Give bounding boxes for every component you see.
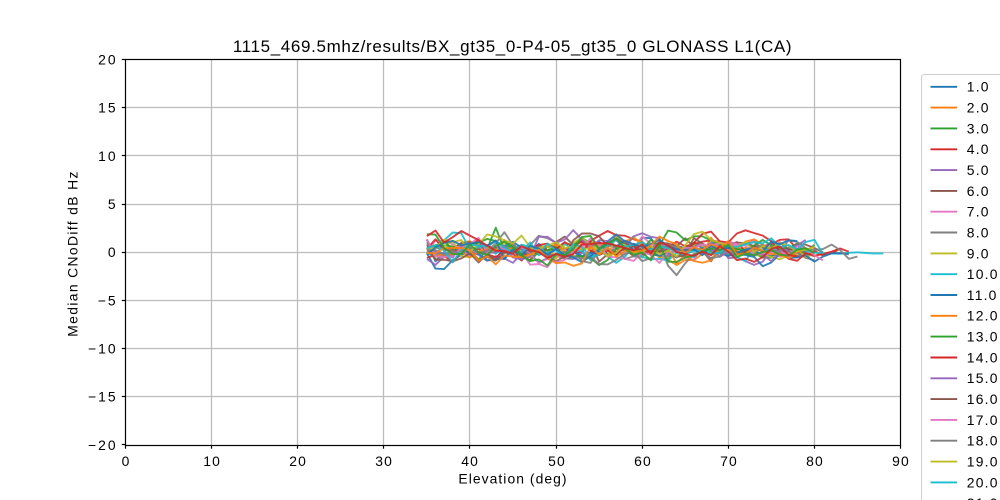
svg-text:20: 20 [289, 453, 307, 469]
svg-text:13.0: 13.0 [967, 329, 999, 345]
svg-text:6.0: 6.0 [967, 183, 990, 199]
svg-text:Elevation (deg): Elevation (deg) [458, 471, 567, 487]
svg-text:8.0: 8.0 [967, 224, 990, 240]
svg-text:18.0: 18.0 [967, 433, 999, 449]
svg-text:40: 40 [461, 453, 479, 469]
svg-text:−15: −15 [88, 389, 118, 405]
svg-text:10.0: 10.0 [967, 266, 999, 282]
svg-text:0: 0 [122, 453, 131, 469]
svg-text:21.0: 21.0 [967, 495, 999, 500]
svg-text:20: 20 [98, 51, 117, 67]
svg-text:50: 50 [548, 453, 566, 469]
svg-text:−5: −5 [98, 292, 118, 308]
svg-text:15.0: 15.0 [967, 370, 999, 386]
svg-text:5: 5 [108, 196, 118, 212]
svg-text:5.0: 5.0 [967, 162, 990, 178]
svg-text:11.0: 11.0 [967, 287, 998, 303]
svg-text:30: 30 [375, 453, 393, 469]
svg-text:16.0: 16.0 [967, 391, 999, 407]
svg-text:4.0: 4.0 [967, 141, 990, 157]
svg-text:90: 90 [892, 453, 910, 469]
svg-text:70: 70 [720, 453, 738, 469]
svg-text:15: 15 [98, 100, 117, 116]
svg-text:17.0: 17.0 [967, 412, 999, 428]
svg-text:−20: −20 [88, 437, 118, 453]
svg-text:−10: −10 [88, 341, 118, 357]
svg-text:19.0: 19.0 [967, 454, 999, 470]
svg-text:10: 10 [203, 453, 221, 469]
svg-text:14.0: 14.0 [967, 349, 999, 365]
svg-text:3.0: 3.0 [967, 120, 990, 136]
svg-text:1115_469.5mhz/results/BX_gt35_: 1115_469.5mhz/results/BX_gt35_0-P4-05_gt… [233, 37, 792, 56]
svg-text:7.0: 7.0 [967, 204, 990, 220]
svg-text:2.0: 2.0 [967, 100, 990, 116]
svg-text:12.0: 12.0 [967, 308, 999, 324]
svg-text:1.0: 1.0 [967, 79, 990, 95]
svg-text:80: 80 [806, 453, 824, 469]
svg-text:10: 10 [98, 148, 117, 164]
svg-text:9.0: 9.0 [967, 245, 990, 261]
svg-text:Median CNoDiff dB Hz: Median CNoDiff dB Hz [65, 170, 81, 336]
svg-text:20.0: 20.0 [967, 474, 999, 490]
svg-text:0: 0 [108, 244, 118, 260]
svg-text:60: 60 [634, 453, 652, 469]
